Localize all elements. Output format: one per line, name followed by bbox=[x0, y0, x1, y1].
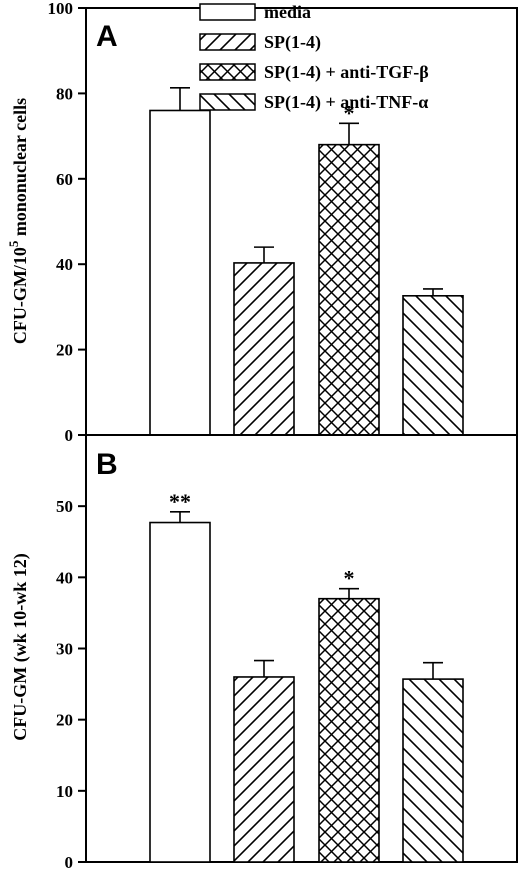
panel-b-y-tick-label: 30 bbox=[56, 640, 73, 659]
panel-b-y-tick-label: 50 bbox=[56, 497, 73, 516]
legend-swatch-media bbox=[199, 3, 256, 21]
panel-b-y-tick-label: 10 bbox=[56, 782, 73, 801]
panel-a-bar-anti-tgf bbox=[318, 143, 380, 436]
panel-b-y-tick-label: 0 bbox=[65, 853, 74, 872]
legend-label-anti-tgf: SP(1-4) + anti-TGF-β bbox=[264, 62, 429, 83]
panel-a-y-axis: 0 20 40 60 80 100 bbox=[48, 0, 86, 445]
panel-a: A CFU-GM/105 mononuclear cells 0 20 40 60 80… bbox=[6, 0, 518, 445]
panel-b-significance-media: ** bbox=[169, 489, 191, 514]
legend: media SP(1-4) SP(1-4) + anti-TGF-β SP(1-… bbox=[199, 2, 429, 113]
panel-a-significance-anti-tgf: * bbox=[344, 100, 355, 125]
panel-a-bar-sp14 bbox=[233, 262, 295, 436]
panel-a-bar-media bbox=[149, 109, 211, 436]
legend-swatch-anti-tnf bbox=[199, 93, 256, 111]
panel-a-y-tick-label: 0 bbox=[65, 426, 74, 445]
panel-a-y-tick-label: 20 bbox=[56, 341, 73, 360]
panel-b-y-axis: 0 10 20 30 40 50 bbox=[56, 497, 86, 872]
panel-a-y-tick-label: 40 bbox=[56, 255, 73, 274]
panel-b-y-tick-label: 20 bbox=[56, 711, 73, 730]
legend-label-sp14: SP(1-4) bbox=[264, 32, 321, 53]
panel-b-bar-sp14 bbox=[233, 676, 295, 863]
panel-a-y-tick-label: 100 bbox=[48, 0, 74, 18]
panel-b-letter: B bbox=[96, 448, 118, 481]
panel-b-bar-anti-tnf bbox=[402, 678, 464, 863]
panel-a-y-tick-label: 60 bbox=[56, 170, 73, 189]
legend-label-media: media bbox=[264, 2, 311, 22]
panel-a-y-axis-label: CFU-GM/105 mononuclear cells bbox=[6, 98, 30, 344]
legend-swatch-anti-tgf bbox=[199, 63, 256, 81]
panel-a-y-tick-label: 80 bbox=[56, 84, 73, 103]
panel-b-bar-anti-tgf bbox=[318, 597, 380, 863]
panel-b-y-tick-label: 40 bbox=[56, 568, 73, 587]
panel-a-bars: * bbox=[149, 87, 464, 436]
legend-label-anti-tnf: SP(1-4) + anti-TNF-α bbox=[264, 92, 428, 113]
legend-swatch-sp14 bbox=[199, 33, 256, 51]
panel-b-significance-anti-tgf: * bbox=[344, 566, 355, 591]
panel-a-letter: A bbox=[96, 20, 118, 53]
panel-b-y-axis-label: CFU-GM (wk 10-wk 12) bbox=[10, 553, 31, 740]
panel-b-bars: *** bbox=[149, 489, 464, 863]
panel-b-bar-media bbox=[149, 521, 211, 863]
panel-a-bar-anti-tnf bbox=[402, 294, 464, 436]
